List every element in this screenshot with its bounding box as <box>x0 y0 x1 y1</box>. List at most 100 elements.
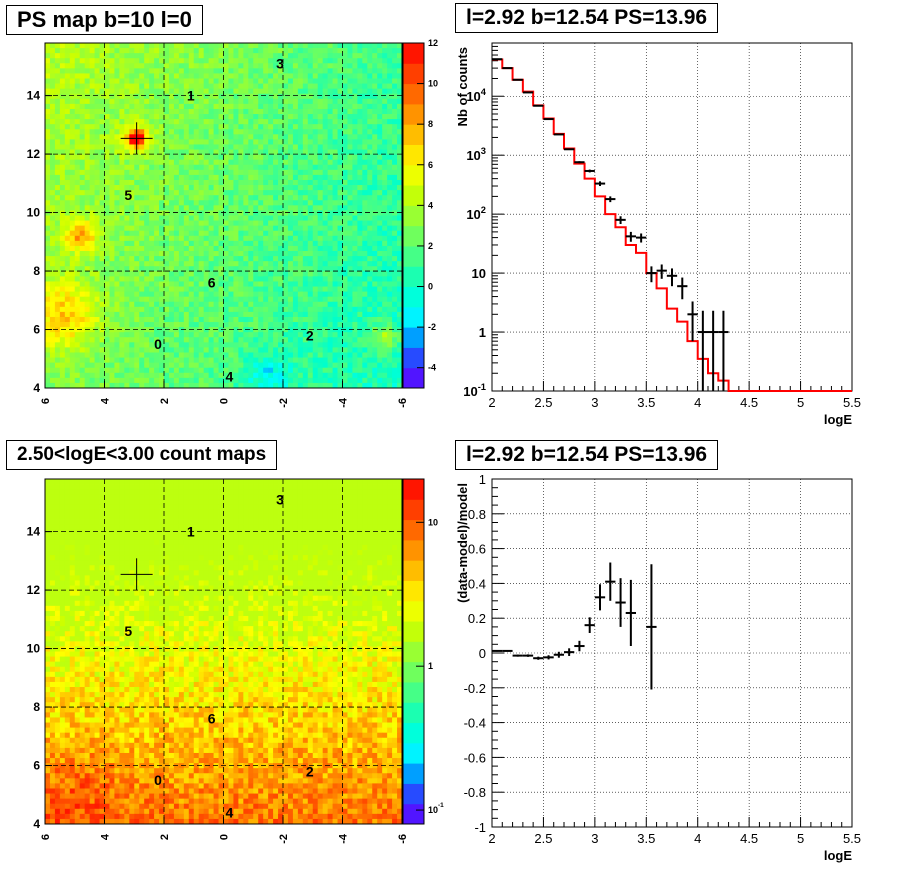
heatmap-cell <box>74 58 81 64</box>
heatmap-cell <box>104 159 110 166</box>
heatmap-cell <box>392 190 398 196</box>
heatmap-cell <box>283 63 289 69</box>
heatmap-cell <box>387 103 393 110</box>
heatmap-cell <box>129 225 135 232</box>
heatmap-cell <box>397 179 403 186</box>
heatmap-cell <box>268 114 274 120</box>
heatmap-cell <box>114 185 120 191</box>
heatmap-cell <box>168 291 175 298</box>
heatmap-cell <box>198 301 205 308</box>
heatmap-cell <box>307 154 314 161</box>
heatmap-cell <box>74 103 81 110</box>
heatmap-cell <box>104 119 110 125</box>
heatmap-cell <box>89 286 95 292</box>
heatmap-cell <box>59 347 66 353</box>
heatmap-cell <box>322 144 329 150</box>
heatmap-cell <box>342 58 348 64</box>
heatmap-cell <box>49 93 56 100</box>
heatmap-cell <box>248 210 254 216</box>
heatmap-cell <box>129 190 135 196</box>
heatmap-cell <box>59 332 66 338</box>
heatmap-cell <box>362 261 368 267</box>
heatmap-cell <box>387 200 393 206</box>
heatmap-cell <box>367 372 373 379</box>
heatmap-cell <box>357 306 363 313</box>
heatmap-cell <box>54 306 61 313</box>
heatmap-cell <box>74 205 81 211</box>
heatmap-cell <box>223 256 229 262</box>
heatmap-cell <box>317 169 324 176</box>
heatmap-cell <box>243 291 249 298</box>
heatmap-cell <box>278 235 284 242</box>
heatmap-cell <box>149 93 155 100</box>
heatmap-cell <box>357 169 363 176</box>
heatmap-cell <box>367 281 373 287</box>
heatmap-cell <box>283 88 289 95</box>
heatmap-cell <box>228 98 234 105</box>
heatmap-cell <box>357 281 363 287</box>
heatmap-cell <box>238 311 244 318</box>
heatmap-cell <box>198 367 205 374</box>
heatmap-cell <box>317 63 324 69</box>
heatmap-cell <box>119 306 125 313</box>
heatmap-cell <box>392 266 398 272</box>
heatmap-cell <box>302 124 309 130</box>
heatmap-cell <box>64 306 71 313</box>
heatmap-cell <box>362 230 368 237</box>
heatmap-cell <box>387 144 393 150</box>
heatmap-cell <box>297 93 304 100</box>
heatmap-cell <box>218 159 224 166</box>
heatmap-cell <box>248 276 254 282</box>
heatmap-cell <box>372 154 378 161</box>
heatmap-cell <box>387 88 393 95</box>
heatmap-cell <box>164 357 170 364</box>
heatmap-cell <box>307 200 314 206</box>
heatmap-cell <box>292 342 299 348</box>
heatmap-cell <box>248 322 254 328</box>
heatmap-cell <box>198 48 205 54</box>
heatmap-cell <box>312 342 319 348</box>
heatmap-cell <box>317 108 324 115</box>
heatmap-cell <box>104 43 110 49</box>
heatmap-cell <box>218 139 224 145</box>
heatmap-cell <box>183 230 190 237</box>
heatmap-cell <box>94 200 100 206</box>
heatmap-cell <box>283 377 289 384</box>
heatmap-cell <box>45 352 51 358</box>
heatmap-cell <box>208 164 214 171</box>
heatmap-cell <box>49 210 56 216</box>
heatmap-cell <box>297 367 304 374</box>
heatmap-cell <box>45 261 51 267</box>
heatmap-cell <box>357 225 363 232</box>
heatmap-cell <box>94 357 100 364</box>
heatmap-cell <box>99 129 105 135</box>
heatmap-cell <box>124 124 130 130</box>
heatmap-cell <box>347 139 353 145</box>
heatmap-cell <box>258 119 264 125</box>
heatmap-cell <box>218 245 224 252</box>
heatmap-cell <box>109 291 115 298</box>
heatmap-cell <box>347 266 353 272</box>
heatmap-cell <box>218 83 224 90</box>
heatmap-cell <box>104 200 110 206</box>
heatmap-cell <box>283 342 289 348</box>
heatmap-cell <box>124 301 130 308</box>
heatmap-cell <box>218 124 224 130</box>
heatmap-cell <box>79 225 86 232</box>
heatmap-cell <box>243 261 249 267</box>
heatmap-cell <box>114 301 120 308</box>
heatmap-cell <box>292 337 299 343</box>
heatmap-cell <box>49 68 56 74</box>
heatmap-cell <box>59 195 66 201</box>
heatmap-cell <box>154 108 160 115</box>
heatmap-cell <box>352 169 358 176</box>
heatmap-cell <box>243 93 249 100</box>
heatmap-cell <box>134 311 140 318</box>
heatmap-cell <box>188 266 195 272</box>
heatmap-cell <box>283 205 289 211</box>
heatmap-cell <box>154 230 160 237</box>
heatmap-cell <box>233 377 239 384</box>
heatmap-cell <box>362 205 368 211</box>
heatmap-cell <box>223 230 229 237</box>
heatmap-cell <box>49 88 56 95</box>
